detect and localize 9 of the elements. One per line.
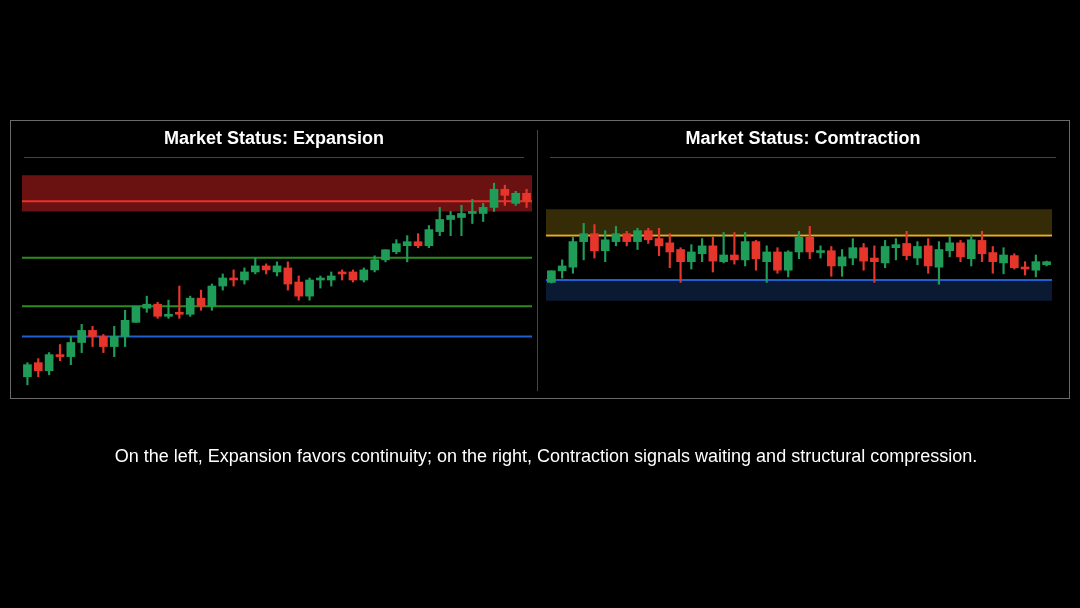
candlestick bbox=[676, 247, 685, 283]
candlestick bbox=[816, 245, 825, 259]
text: On the left, Expansion favors continuity; on the right, Contraction signals waiting and structural compression. bbox=[113, 446, 979, 467]
chart-title: Market Status: Comtraction bbox=[684, 128, 922, 149]
candlestick bbox=[457, 205, 466, 236]
candlestick bbox=[164, 299, 173, 319]
candlestick bbox=[88, 326, 97, 347]
candlestick bbox=[999, 247, 1008, 275]
chart-title: Market Status: Expansion bbox=[162, 128, 386, 149]
